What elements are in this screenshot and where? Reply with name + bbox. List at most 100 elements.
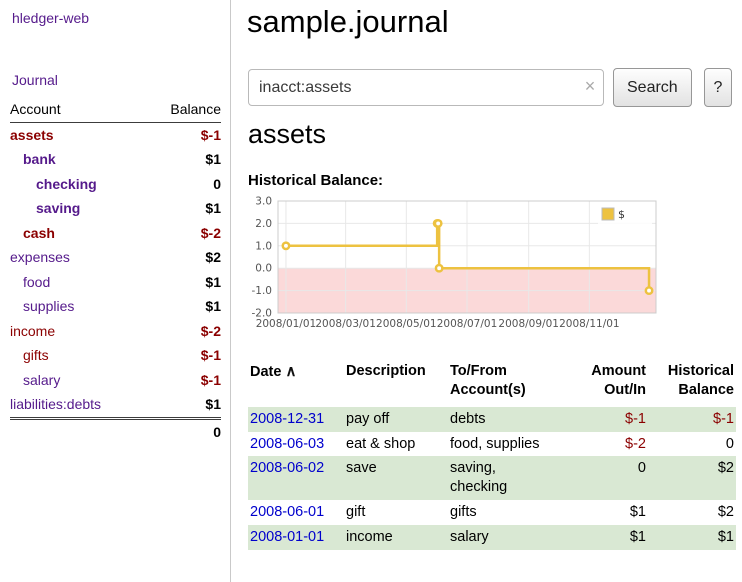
- account-link[interactable]: assets: [10, 126, 54, 143]
- account-balance: $1: [205, 298, 221, 314]
- account-row: checking 0: [10, 172, 221, 197]
- chart-title: Historical Balance:: [248, 172, 384, 189]
- account-row: gifts $-1: [10, 344, 221, 369]
- svg-text:-2.0: -2.0: [252, 308, 273, 320]
- register-cell-amount: $1: [629, 504, 646, 521]
- account-row: assets $-1: [10, 123, 221, 148]
- register-row: 2008-12-31 pay off debts $-1 $-1: [248, 406, 736, 432]
- register-cell-date: 2008-06-01: [248, 500, 344, 525]
- register-cell-balance: $2: [717, 460, 734, 477]
- svg-text:-1.0: -1.0: [252, 285, 273, 297]
- sidebar-item-journal[interactable]: Journal: [12, 72, 58, 88]
- app-title-link[interactable]: hledger-web: [12, 10, 90, 26]
- svg-text:2008/05/01: 2008/05/01: [376, 318, 437, 330]
- account-link[interactable]: food: [23, 273, 51, 290]
- register-cell-accounts: debts: [450, 410, 486, 427]
- register-cell-date: 2008-06-02: [248, 456, 344, 500]
- register-cell-description: income: [346, 528, 393, 545]
- register-cell-date: 2008-06-03: [248, 432, 344, 457]
- sidebar-divider: [230, 0, 231, 582]
- account-balance: $1: [205, 151, 221, 167]
- register-cell-amount: $1: [629, 528, 646, 545]
- accounts-total-row: 0: [10, 417, 221, 445]
- account-balance: $-1: [200, 371, 221, 388]
- account-link[interactable]: expenses: [10, 249, 70, 265]
- accounts-total-value: 0: [145, 417, 221, 445]
- register-cell-balance: 0: [725, 435, 734, 452]
- svg-text:2008/07/01: 2008/07/01: [437, 318, 498, 330]
- register-cell-description: gift: [346, 504, 366, 521]
- search-button[interactable]: Search: [613, 68, 692, 107]
- register-header-amount: Amount Out/In: [591, 363, 646, 398]
- page-title: sample.journal: [247, 4, 449, 39]
- register-tbody: 2008-12-31 pay off debts $-1 $-1 2008-06-03 ea…: [248, 406, 736, 550]
- date-link[interactable]: 2008-06-02: [250, 460, 325, 477]
- accounts-header-account: Account: [10, 99, 146, 123]
- register-header-date[interactable]: Date ∧: [250, 363, 297, 380]
- account-row: income $-2: [10, 319, 221, 344]
- register-row: 2008-01-01 income salary $1 $1: [248, 524, 736, 550]
- accounts-tbody: assets $-1 bank $1 checking 0 saving $1 cash $-2 e…: [10, 123, 221, 419]
- date-link[interactable]: 2008-12-31: [250, 410, 325, 427]
- svg-text:2008/11/01: 2008/11/01: [559, 318, 620, 330]
- register-cell-amount: 0: [637, 460, 646, 477]
- register-cell-balance: $2: [717, 504, 734, 521]
- register-header-description: Description: [346, 363, 426, 379]
- register-cell-description: pay off: [346, 410, 390, 427]
- svg-text:3.0: 3.0: [255, 196, 272, 208]
- account-balance: $-1: [200, 126, 221, 143]
- accounts-table: Account Balance assets $-1 bank $1 checking 0…: [10, 99, 221, 445]
- account-link[interactable]: bank: [23, 151, 56, 167]
- date-link[interactable]: 2008-06-03: [250, 435, 325, 452]
- register-header-balance: Historical Balance: [667, 363, 734, 398]
- svg-text:2008/09/01: 2008/09/01: [498, 318, 559, 330]
- register-cell-amount: $-1: [625, 410, 646, 427]
- account-row: supplies $1: [10, 295, 221, 320]
- help-button[interactable]: ?: [704, 68, 732, 107]
- date-link[interactable]: 2008-01-01: [250, 528, 325, 545]
- register-cell-accounts: saving, checking: [450, 460, 508, 496]
- account-balance: $2: [205, 249, 221, 265]
- sort-ascending-icon: ∧: [285, 363, 297, 380]
- account-row: bank $1: [10, 148, 221, 173]
- account-link[interactable]: saving: [36, 200, 81, 216]
- register-cell-accounts: food, supplies: [450, 435, 540, 452]
- account-link[interactable]: cash: [23, 224, 55, 241]
- accounts-header-balance: Balance: [145, 99, 221, 123]
- account-link[interactable]: supplies: [23, 298, 75, 314]
- register-cell-date: 2008-01-01: [248, 525, 344, 550]
- register-cell-description: save: [346, 460, 377, 477]
- svg-text:2008/03/01: 2008/03/01: [315, 318, 376, 330]
- svg-text:$: $: [618, 208, 625, 221]
- account-balance: $-1: [200, 347, 221, 363]
- register-cell-balance: $-1: [713, 410, 734, 427]
- register-row: 2008-06-02 save saving, checking 0 $2: [248, 456, 736, 501]
- svg-text:2008/01/01: 2008/01/01: [256, 318, 317, 330]
- account-row: salary $-1: [10, 368, 221, 393]
- register-row: 2008-06-03 eat & shop food, supplies $-2 0: [248, 432, 736, 457]
- account-balance: $-2: [200, 224, 221, 241]
- account-balance: $1: [205, 273, 221, 290]
- register-table: Date ∧ Description To/From Account(s) Am…: [248, 360, 736, 550]
- account-heading: assets: [248, 119, 327, 149]
- register-cell-accounts: salary: [450, 528, 489, 545]
- account-link[interactable]: income: [10, 322, 56, 339]
- search-input[interactable]: [248, 69, 604, 106]
- account-link[interactable]: liabilities:debts: [10, 396, 102, 412]
- register-cell-accounts: gifts: [450, 504, 477, 521]
- account-balance: $1: [205, 396, 221, 412]
- account-link[interactable]: checking: [36, 175, 97, 192]
- balance-chart[interactable]: 3.0 2.0 1.0 0.0 -1.0 -2.0 2008/01/01 2008/03/01…: [246, 194, 660, 344]
- account-balance: 0: [213, 175, 221, 192]
- account-row: food $1: [10, 270, 221, 295]
- account-link[interactable]: salary: [23, 371, 61, 388]
- account-link[interactable]: gifts: [23, 347, 49, 363]
- account-balance: $1: [205, 200, 221, 216]
- account-row: saving $1: [10, 197, 221, 222]
- register-cell-date: 2008-12-31: [248, 407, 344, 432]
- clear-search-icon[interactable]: ×: [584, 76, 596, 96]
- register-cell-balance: $1: [717, 528, 734, 545]
- date-link[interactable]: 2008-06-01: [250, 504, 325, 521]
